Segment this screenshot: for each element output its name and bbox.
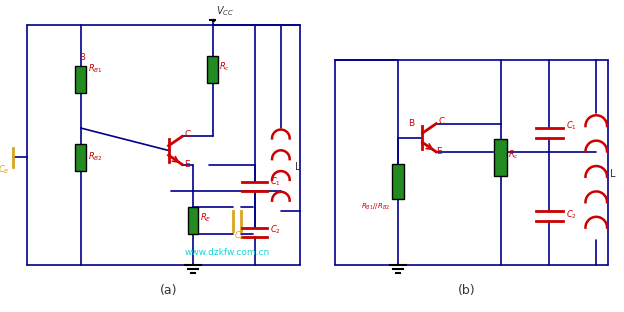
Text: (b): (b) (457, 284, 475, 297)
Text: www.dzkfw.com.cn: www.dzkfw.com.cn (185, 248, 270, 257)
Text: $V_{CC}$: $V_{CC}$ (217, 4, 235, 18)
Bar (494, 139, 507, 176)
Text: $R_c$: $R_c$ (220, 61, 230, 73)
Text: B: B (79, 53, 85, 62)
Text: $R_{B2}$: $R_{B2}$ (87, 150, 102, 163)
Bar (76, 66, 86, 93)
Text: $C_1$: $C_1$ (566, 120, 577, 133)
Bar (188, 207, 198, 234)
Text: $C_1$: $C_1$ (270, 176, 281, 188)
Text: E: E (184, 160, 190, 169)
Text: E: E (436, 147, 442, 156)
Text: L: L (295, 162, 300, 172)
Text: (a): (a) (160, 284, 177, 297)
Text: $R_{B1}//R_{B2}$: $R_{B1}//R_{B2}$ (361, 202, 390, 212)
Bar (392, 164, 404, 199)
Text: $C_B$: $C_B$ (0, 164, 9, 176)
Text: $C_E$: $C_E$ (234, 229, 246, 242)
Text: $C_2$: $C_2$ (566, 209, 577, 221)
Text: C: C (184, 130, 190, 139)
Bar (207, 56, 218, 83)
Text: $C_2$: $C_2$ (270, 223, 281, 236)
Text: C: C (438, 117, 444, 126)
Bar (76, 144, 86, 171)
Text: $R_E$: $R_E$ (200, 212, 212, 224)
Text: L: L (610, 169, 615, 179)
Text: B: B (408, 119, 414, 128)
Text: $R_c$: $R_c$ (509, 148, 519, 161)
Text: $R_{B1}$: $R_{B1}$ (87, 62, 102, 75)
